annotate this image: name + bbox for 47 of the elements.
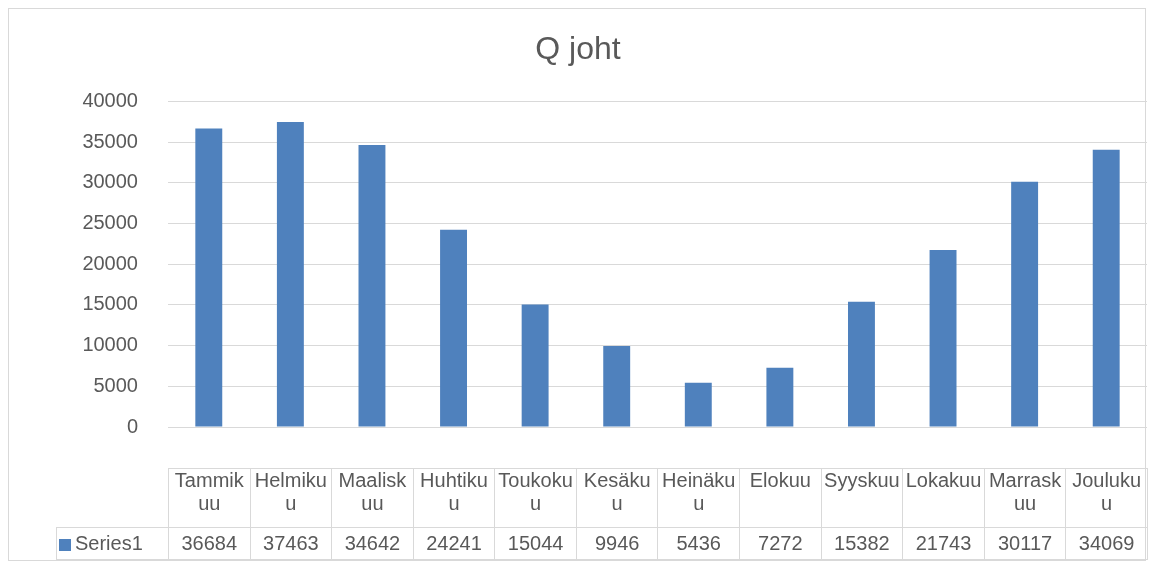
bar xyxy=(440,229,467,427)
data-label: 7272 xyxy=(739,527,822,560)
data-label: 9946 xyxy=(576,527,658,560)
bar xyxy=(358,145,386,427)
legend-label: Series1 xyxy=(56,527,169,560)
data-label: 5436 xyxy=(657,527,740,560)
y-tick-label: 25000 xyxy=(82,211,138,234)
bar xyxy=(195,128,223,427)
y-tick-label: 40000 xyxy=(82,88,138,111)
x-tick-label: Huhtikuu xyxy=(413,468,495,528)
data-label: 21743 xyxy=(902,527,985,560)
bar xyxy=(1092,149,1120,427)
y-tick-label: 35000 xyxy=(82,129,138,152)
chart-title: Q joht xyxy=(535,30,621,67)
x-tick-label: Tammikuu xyxy=(168,468,251,528)
y-tick-label: 30000 xyxy=(82,170,138,193)
x-tick-label: Kesäkuu xyxy=(576,468,658,528)
bar xyxy=(1011,181,1039,427)
x-tick-label: Elokuu xyxy=(739,468,822,528)
y-tick-label: 10000 xyxy=(82,333,138,356)
x-tick-label: Helmikuu xyxy=(250,468,332,528)
data-label: 30117 xyxy=(984,527,1066,560)
x-tick-label: Toukokuu xyxy=(494,468,577,528)
bar xyxy=(766,367,794,427)
x-tick-label: Syyskuu xyxy=(821,468,903,528)
data-label: 34642 xyxy=(331,527,414,560)
x-tick-label: Lokakuu xyxy=(902,468,985,528)
bar xyxy=(848,301,875,427)
x-tick-label: Marraskuu xyxy=(984,468,1066,528)
bar xyxy=(521,304,549,427)
y-tick-label: 5000 xyxy=(93,373,138,396)
y-tick-label: 0 xyxy=(126,414,138,437)
bar xyxy=(684,382,712,427)
data-label: 24241 xyxy=(413,527,495,560)
x-tick-label: Heinäkuu xyxy=(657,468,740,528)
data-label: 15044 xyxy=(494,527,577,560)
data-label: 34069 xyxy=(1065,527,1148,560)
y-tick-label: 15000 xyxy=(82,292,138,315)
data-label: 37463 xyxy=(250,527,332,560)
x-tick-label: Maaliskuu xyxy=(331,468,414,528)
data-label: 36684 xyxy=(168,527,251,560)
data-label: 15382 xyxy=(821,527,903,560)
x-tick-label: Joulukuu xyxy=(1065,468,1148,528)
bar xyxy=(603,346,631,427)
bar xyxy=(929,250,957,427)
y-tick-label: 20000 xyxy=(82,251,138,274)
bar xyxy=(276,122,304,427)
